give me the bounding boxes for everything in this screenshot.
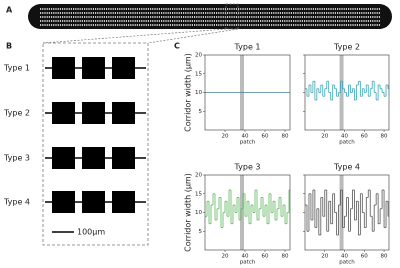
- patch: [82, 102, 105, 124]
- patch: [82, 147, 105, 169]
- zoom-box: [225, 3, 239, 30]
- type-label: Type 4: [3, 198, 30, 207]
- x-tick-label: 80: [381, 134, 388, 140]
- x-tick-label: 20: [222, 134, 229, 140]
- x-tick-label: 60: [361, 254, 368, 260]
- scale-label: 100μm: [77, 228, 105, 237]
- x-tick-label: 80: [282, 254, 289, 260]
- y-tick-label: 15: [195, 71, 202, 77]
- x-tick-label: 40: [341, 254, 348, 260]
- patch: [112, 147, 135, 169]
- type-label: Type 1: [3, 64, 30, 73]
- panel-label: C: [174, 42, 180, 51]
- type-label: Type 3: [3, 154, 30, 163]
- patch: [82, 57, 105, 79]
- plot-frame: [304, 174, 390, 251]
- panel-label: A: [6, 6, 13, 15]
- device-stripes: [40, 8, 380, 26]
- y-axis-label: Corridor width (μm): [184, 53, 193, 132]
- patch: [52, 102, 75, 124]
- x-tick-label: 20: [321, 254, 328, 260]
- patch: [112, 102, 135, 124]
- x-tick-label: 80: [282, 134, 289, 140]
- panel-label: B: [6, 42, 12, 51]
- patch: [52, 57, 75, 79]
- highlight-band: [339, 175, 344, 250]
- patch: [52, 191, 75, 213]
- y-tick-label: 20: [195, 173, 202, 179]
- x-axis-label: patch: [240, 260, 256, 266]
- x-tick-label: 20: [321, 134, 328, 140]
- x-axis-label: patch: [339, 260, 355, 266]
- y-tick-label: 10: [195, 90, 202, 96]
- patch: [112, 191, 135, 213]
- y-tick-label: 5: [199, 229, 203, 235]
- chart-title: Type 2: [333, 43, 360, 52]
- y-tick-label: 20: [195, 53, 202, 59]
- chart-title: Type 3: [233, 163, 260, 172]
- patch: [112, 57, 135, 79]
- type-label: Type 2: [3, 109, 30, 118]
- y-tick-label: 15: [195, 191, 202, 197]
- zoom-line: [42, 28, 227, 44]
- corridor-rows: Type 1 Type 2 Type 3 Type 4: [3, 57, 146, 213]
- y-axis-label: Corridor width (μm): [184, 173, 193, 252]
- highlight-band: [339, 55, 344, 130]
- patch: [52, 147, 75, 169]
- x-tick-label: 40: [341, 134, 348, 140]
- x-axis-label: patch: [240, 140, 256, 146]
- y-tick-label: 10: [195, 210, 202, 216]
- x-tick-label: 60: [262, 134, 269, 140]
- patch: [82, 191, 105, 213]
- x-tick-label: 40: [242, 134, 249, 140]
- chart-title: Type 1: [233, 43, 260, 52]
- x-tick-label: 40: [242, 254, 249, 260]
- x-tick-label: 60: [361, 134, 368, 140]
- zoom-frame: [42, 42, 149, 246]
- chart-title: Type 4: [333, 163, 360, 172]
- x-axis-label: patch: [339, 140, 355, 146]
- y-tick-label: 5: [199, 109, 203, 115]
- x-tick-label: 80: [381, 254, 388, 260]
- x-tick-label: 60: [262, 254, 269, 260]
- zoom-line: [147, 28, 239, 44]
- x-tick-label: 20: [222, 254, 229, 260]
- highlight-band: [240, 175, 244, 250]
